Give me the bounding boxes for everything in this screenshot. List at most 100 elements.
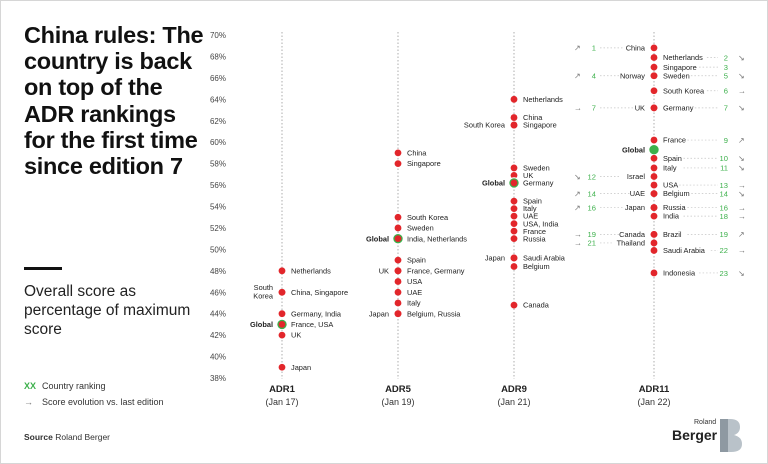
data-label: Global	[366, 234, 389, 243]
data-point	[510, 254, 518, 262]
legend-evolution-text: Score evolution vs. last edition	[42, 397, 164, 407]
data-point	[650, 164, 658, 172]
data-point	[510, 301, 518, 309]
trend-arrow-icon: ↗	[574, 72, 581, 81]
data-point	[394, 160, 402, 168]
trend-arrow-icon: ↗	[738, 230, 745, 239]
y-tick-label: 40%	[210, 353, 226, 362]
rank-label: 19	[588, 230, 596, 239]
data-label: UAE	[630, 189, 645, 198]
data-label: Spain	[663, 154, 682, 163]
source-text: Roland Berger	[55, 432, 111, 442]
data-point	[650, 190, 658, 198]
data-point	[650, 247, 658, 254]
y-tick-label: 52%	[210, 224, 226, 233]
trend-arrow-icon: ↘	[574, 172, 581, 181]
x-tick-label: ADR1	[269, 384, 296, 395]
data-label: UK	[523, 171, 533, 180]
data-point	[510, 263, 518, 270]
data-label: UK	[291, 331, 301, 340]
y-tick-label: 54%	[210, 203, 226, 212]
global-data-point	[648, 143, 660, 156]
data-label: UK	[379, 266, 389, 275]
subtitle: Overall score as percentage of maximum s…	[24, 283, 191, 338]
data-label: Canada	[619, 230, 646, 239]
y-tick-label: 44%	[210, 310, 226, 319]
data-label: Saudi Arabia	[663, 246, 706, 255]
right-arrow-icon: →	[24, 397, 33, 407]
data-point	[278, 331, 286, 339]
data-label: China	[523, 113, 543, 122]
data-label: Spain	[407, 256, 426, 265]
data-label: France	[523, 227, 546, 236]
rank-label: 11	[720, 164, 728, 173]
data-label: Germany	[523, 179, 554, 188]
rank-label: 16	[588, 203, 596, 212]
data-point	[650, 204, 658, 211]
data-point	[278, 288, 286, 296]
x-tick-sublabel: (Jan 19)	[381, 397, 414, 407]
data-label: Spain	[523, 197, 542, 206]
x-tick-sublabel: (Jan 17)	[265, 397, 298, 407]
rank-label: 6	[724, 87, 728, 96]
y-tick-label: 42%	[210, 331, 226, 340]
data-point	[394, 288, 402, 296]
trend-arrow-icon: →	[574, 104, 582, 113]
rank-label: 16	[720, 203, 728, 212]
trend-arrow-icon: ↗	[574, 189, 581, 198]
data-point	[650, 230, 658, 238]
trend-arrow-icon: ↘	[738, 72, 745, 81]
rank-label: 7	[724, 104, 728, 113]
rank-label: 22	[720, 246, 728, 255]
data-point	[510, 179, 518, 187]
data-point	[394, 224, 402, 232]
rank-label: 14	[720, 189, 728, 198]
data-label: USA, India	[523, 219, 559, 228]
data-label: South	[254, 283, 273, 292]
data-label: Italy	[663, 164, 677, 173]
data-point	[650, 154, 658, 162]
y-tick-label: 66%	[210, 74, 226, 83]
rank-label: 13	[720, 181, 728, 190]
data-label: South Korea	[407, 213, 449, 222]
data-label: USA	[663, 181, 678, 190]
data-point	[650, 72, 658, 80]
trend-arrow-icon: ↘	[738, 154, 745, 163]
data-label: Thailand	[617, 239, 645, 248]
data-point	[394, 235, 402, 243]
data-label: Belgium, Russia	[407, 309, 461, 318]
title-divider	[24, 267, 62, 270]
rank-label: 9	[724, 136, 728, 145]
data-label: Japan	[369, 309, 389, 318]
trend-arrow-icon: ↗	[738, 136, 745, 145]
data-label: Italy	[407, 299, 421, 308]
data-label: Korea	[253, 291, 274, 300]
trend-arrow-icon: ↘	[738, 53, 745, 62]
data-label: Germany, India	[291, 309, 342, 318]
x-tick-label: ADR5	[385, 384, 412, 395]
data-label: Belgium	[523, 262, 550, 271]
data-label: Indonesia	[663, 269, 696, 278]
data-label: Japan	[485, 254, 505, 263]
data-point	[510, 220, 518, 228]
trend-arrow-icon: ↗	[574, 203, 581, 212]
data-point	[650, 136, 658, 144]
trend-arrow-icon: ↘	[738, 164, 745, 173]
data-point	[650, 173, 658, 180]
x-tick-sublabel: (Jan 21)	[497, 397, 530, 407]
data-label: UK	[635, 103, 645, 112]
data-label: France, USA	[291, 320, 333, 329]
data-point	[510, 172, 518, 179]
data-label: France	[663, 136, 686, 145]
data-label: Belgium	[663, 189, 690, 198]
y-tick-label: 56%	[210, 181, 226, 190]
y-tick-label: 48%	[210, 267, 226, 276]
data-point	[394, 310, 402, 318]
data-label: Global	[622, 145, 645, 154]
rank-label: 3	[724, 63, 728, 72]
data-point	[510, 121, 518, 129]
data-label: India	[663, 212, 680, 221]
data-point	[650, 63, 658, 71]
data-label: Russia	[523, 234, 546, 243]
